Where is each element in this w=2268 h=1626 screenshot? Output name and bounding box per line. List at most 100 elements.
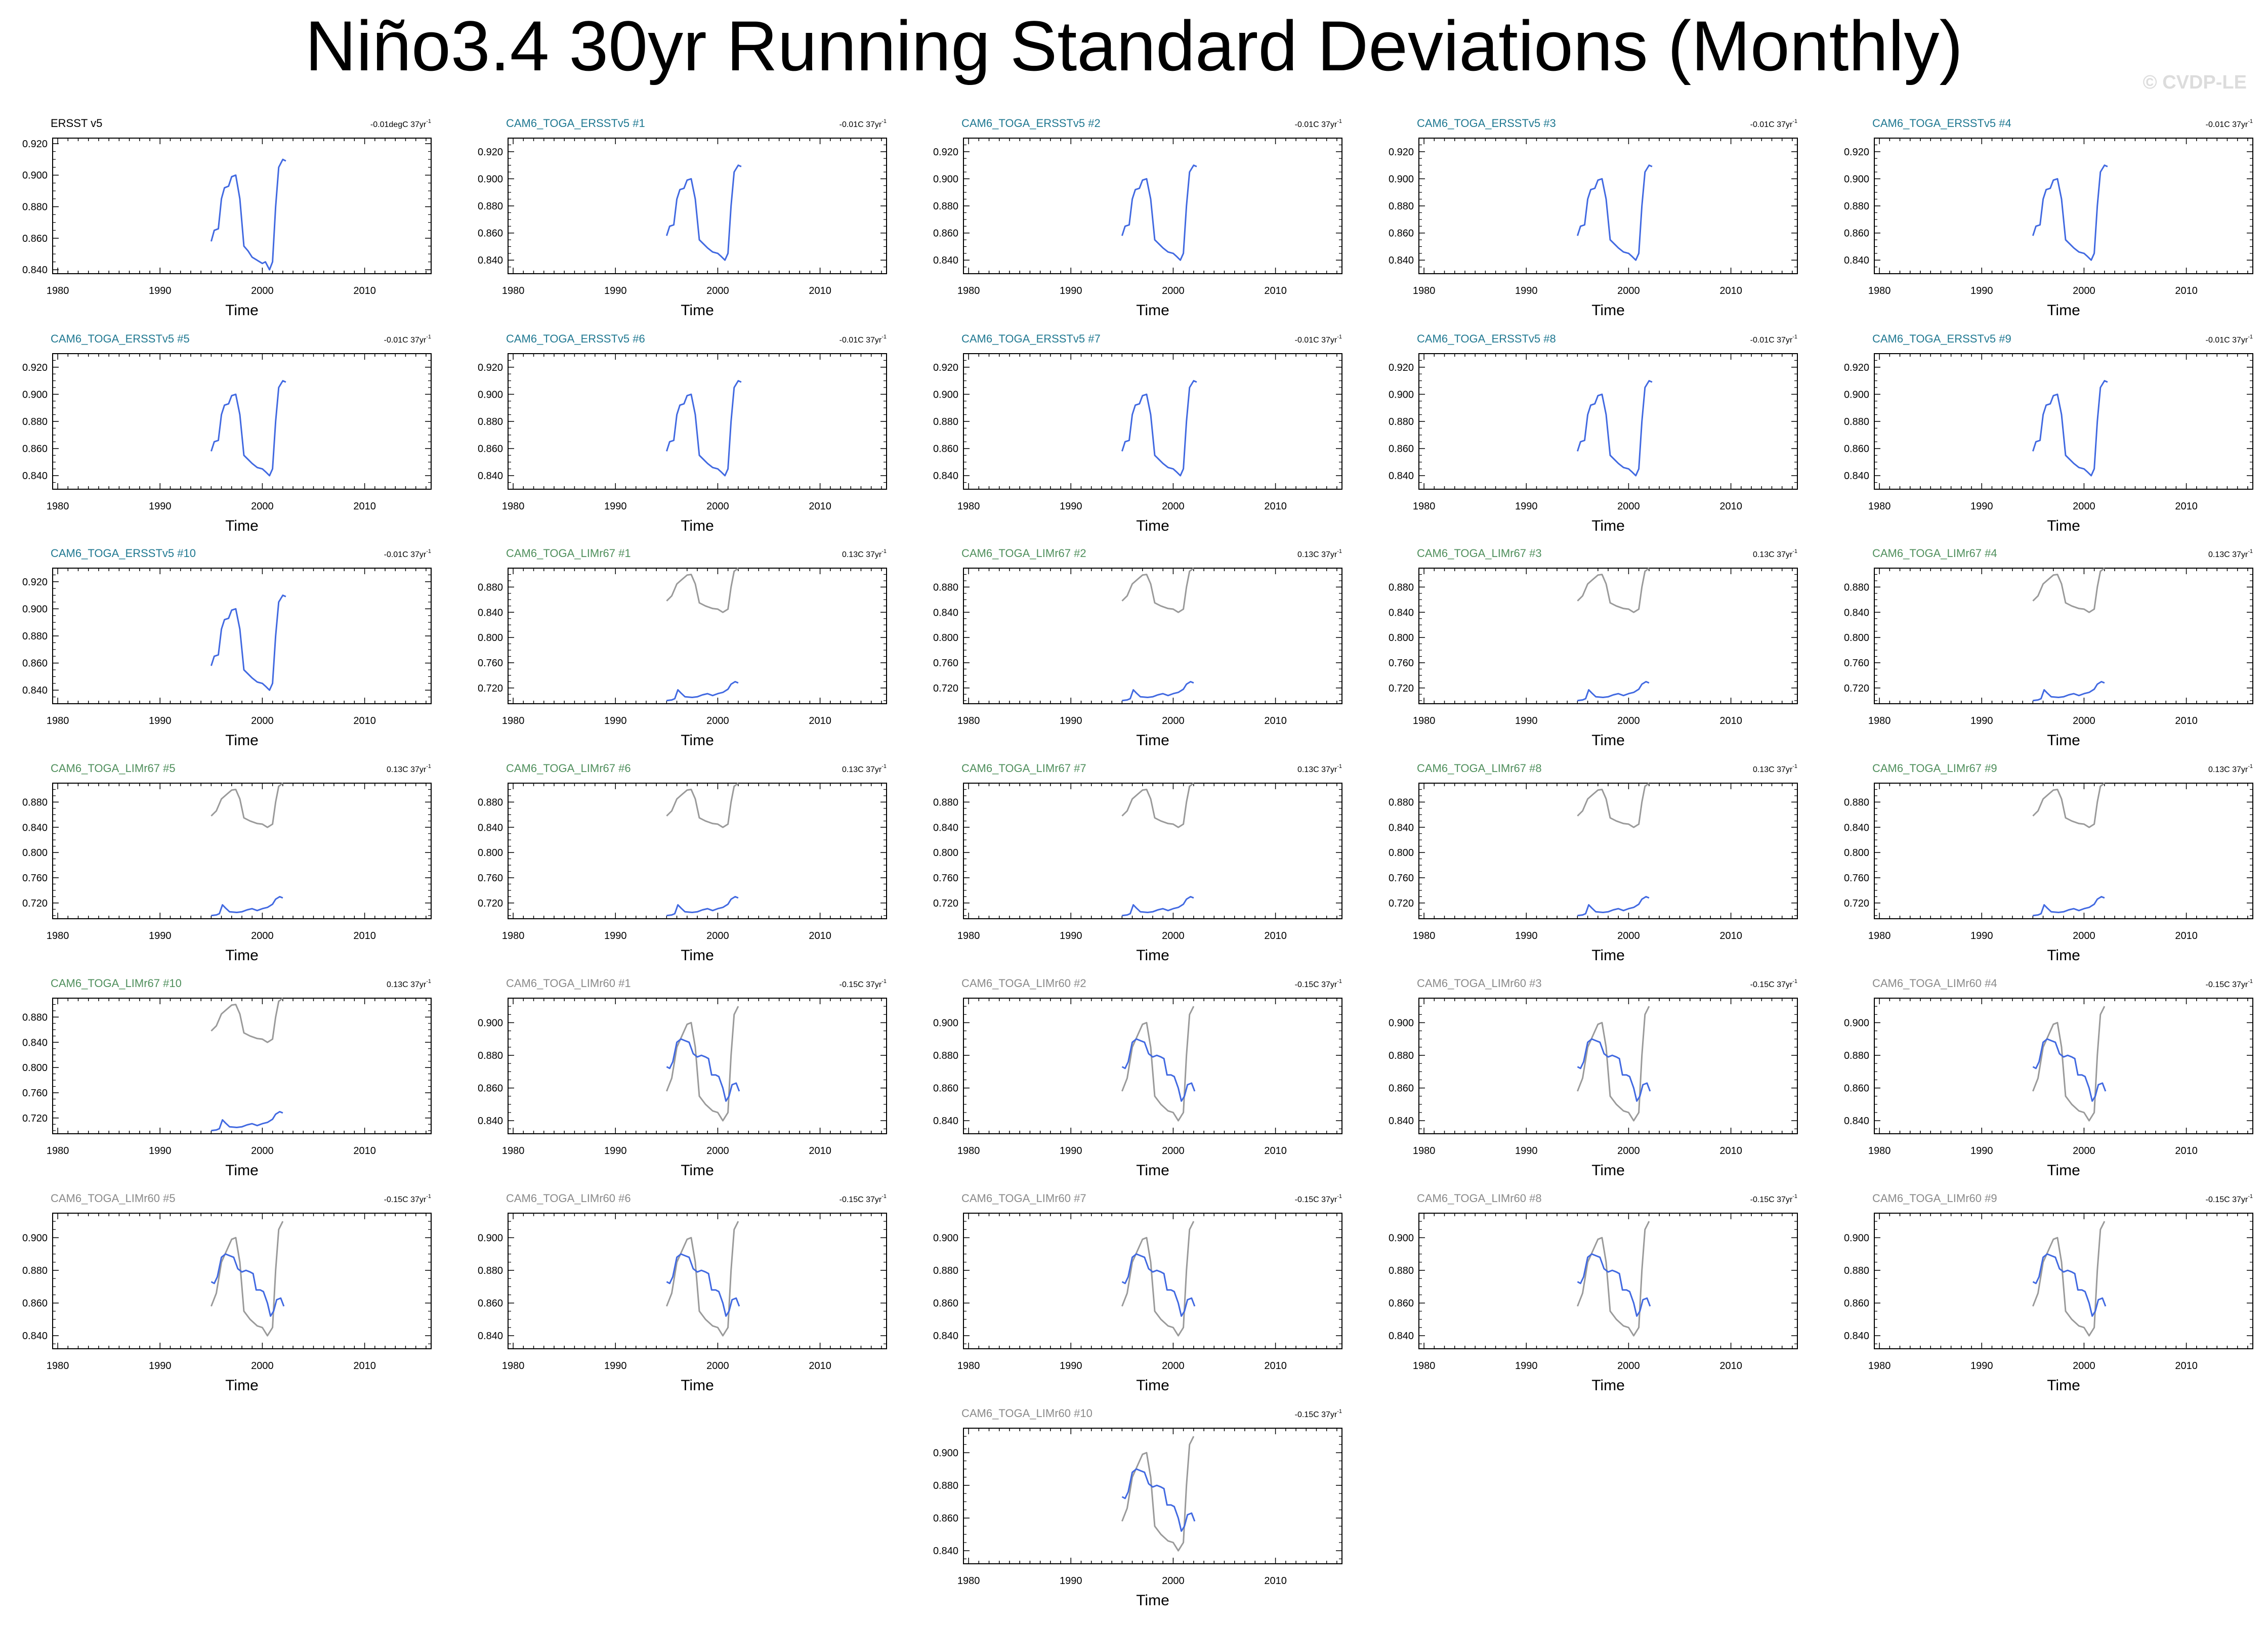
trend-text: 0.13C 37yr bbox=[387, 765, 427, 774]
x-tick-label: 2000 bbox=[2073, 501, 2095, 512]
x-tick-label: 2000 bbox=[1162, 1360, 1185, 1372]
series-line-model bbox=[1577, 1253, 1651, 1317]
y-tick-label: 0.800 bbox=[478, 632, 503, 644]
x-tick-label: 1990 bbox=[1970, 285, 1993, 296]
trend-text: -0.01C 37yr bbox=[1295, 336, 1337, 345]
y-tick-label: 0.720 bbox=[22, 1113, 48, 1124]
y-tick-label: 0.900 bbox=[1844, 389, 1869, 400]
y-tick-label: 0.920 bbox=[933, 362, 958, 373]
y-tick-label: 0.800 bbox=[1389, 847, 1414, 859]
panel: CAM6_TOGA_LIMr67 #10 0.13C 37yr-1 1980 1990… bbox=[22, 977, 432, 1179]
x-tick-label: 1990 bbox=[149, 1360, 172, 1372]
plot-frame bbox=[1874, 353, 2253, 490]
trend-exponent: -1 bbox=[2248, 334, 2253, 340]
x-tick-label: 1990 bbox=[1060, 1360, 1082, 1372]
x-tick-label: 2010 bbox=[809, 930, 831, 942]
series-line-model bbox=[1121, 380, 1197, 477]
trend-text: -0.01C 37yr bbox=[1750, 336, 1793, 345]
x-tick-label: 2010 bbox=[1264, 715, 1287, 726]
x-tick-label: 2000 bbox=[2073, 715, 2095, 726]
x-tick-label: 2010 bbox=[353, 285, 376, 296]
y-tick-label: 0.840 bbox=[933, 607, 958, 618]
x-tick-label: 1990 bbox=[1060, 285, 1082, 296]
plot-frame bbox=[52, 138, 432, 274]
trend-text: 0.13C 37yr bbox=[1297, 765, 1337, 774]
x-axis-label: Time bbox=[1136, 732, 1169, 749]
y-tick-label: 0.920 bbox=[1389, 147, 1414, 158]
x-tick-label: 2010 bbox=[1264, 930, 1287, 942]
y-tick-label: 0.840 bbox=[22, 1037, 48, 1048]
series-line-observed bbox=[1577, 567, 1650, 613]
y-tick-label: 0.840 bbox=[1844, 1331, 1869, 1342]
trend-label: -0.01C 37yr-1 bbox=[1295, 118, 1342, 129]
y-tick-label: 0.720 bbox=[1844, 898, 1869, 909]
x-axis-label: Time bbox=[1136, 947, 1169, 964]
x-tick-label: 2010 bbox=[353, 930, 376, 942]
y-tick-label: 0.800 bbox=[933, 632, 958, 644]
panel: CAM6_TOGA_ERSSTv5 #10 -0.01C 37yr-1 1980 19… bbox=[22, 547, 432, 749]
panel-title: CAM6_TOGA_ERSSTv5 #1 bbox=[506, 117, 645, 130]
y-tick-label: 0.860 bbox=[1389, 228, 1414, 239]
y-tick-label: 0.860 bbox=[1844, 1298, 1869, 1309]
y-tick-label: 0.840 bbox=[1389, 255, 1414, 266]
x-tick-label: 2000 bbox=[706, 1360, 729, 1372]
panel: CAM6_TOGA_LIMr60 #1 -0.15C 37yr-1 1980 1990… bbox=[478, 977, 887, 1179]
trend-label: 0.13C 37yr-1 bbox=[1297, 548, 1342, 559]
trend-label: -0.01degC 37yr-1 bbox=[370, 118, 431, 129]
panel-title: CAM6_TOGA_LIMr60 #2 bbox=[961, 977, 1086, 990]
trend-exponent: -1 bbox=[881, 978, 887, 985]
y-tick-label: 0.880 bbox=[478, 1265, 503, 1276]
series-line-model bbox=[211, 1110, 283, 1132]
panel-title: CAM6_TOGA_LIMr67 #4 bbox=[1872, 547, 1997, 560]
y-tick-label: 0.880 bbox=[22, 1265, 48, 1276]
trend-label: 0.13C 37yr-1 bbox=[2208, 548, 2253, 559]
series-line-model bbox=[666, 1038, 740, 1102]
x-tick-label: 1990 bbox=[1515, 1145, 1538, 1157]
x-tick-label: 2000 bbox=[1617, 930, 1640, 942]
panel-title: CAM6_TOGA_ERSSTv5 #2 bbox=[961, 117, 1101, 130]
trend-label: -0.01C 37yr-1 bbox=[1750, 334, 1797, 345]
x-axis-label: Time bbox=[1591, 947, 1625, 964]
series-line-model bbox=[1121, 1253, 1196, 1317]
trend-label: -0.01C 37yr-1 bbox=[1295, 334, 1342, 345]
trend-text: -0.15C 37yr bbox=[1295, 1410, 1337, 1419]
series-line-model bbox=[666, 895, 739, 917]
trend-text: -0.15C 37yr bbox=[1295, 1195, 1337, 1204]
y-tick-label: 0.760 bbox=[1844, 873, 1869, 884]
trend-exponent: -1 bbox=[2248, 1193, 2253, 1200]
series-line-model bbox=[1577, 1038, 1651, 1102]
x-tick-label: 1980 bbox=[1868, 1145, 1891, 1157]
trend-text: -0.15C 37yr bbox=[2206, 980, 2248, 989]
panel: CAM6_TOGA_LIMr67 #9 0.13C 37yr-1 1980 1990 2… bbox=[1844, 762, 2253, 964]
y-tick-label: 0.860 bbox=[1844, 228, 1869, 239]
panel: CAM6_TOGA_ERSSTv5 #2 -0.01C 37yr-1 1980 199… bbox=[933, 117, 1342, 319]
panel: CAM6_TOGA_ERSSTv5 #1 -0.01C 37yr-1 1980 199… bbox=[478, 117, 887, 319]
plot-frame bbox=[508, 138, 887, 274]
y-tick-label: 0.900 bbox=[478, 174, 503, 185]
trend-exponent: -1 bbox=[1337, 763, 1342, 769]
trend-label: -0.01C 37yr-1 bbox=[2206, 118, 2253, 129]
series-line-observed bbox=[1577, 1006, 1650, 1122]
x-tick-label: 1980 bbox=[502, 285, 525, 296]
x-tick-label: 2010 bbox=[809, 715, 831, 726]
y-tick-label: 0.880 bbox=[1844, 1265, 1869, 1276]
figure-title: Niño3.4 30yr Running Standard Deviations… bbox=[305, 6, 1963, 85]
x-tick-label: 1990 bbox=[604, 715, 627, 726]
y-tick-label: 0.840 bbox=[22, 265, 48, 276]
series-line-observed bbox=[1121, 1006, 1195, 1122]
panel-title: CAM6_TOGA_LIMr60 #7 bbox=[961, 1192, 1086, 1205]
series-line-observed bbox=[2032, 1221, 2106, 1337]
trend-text: 0.13C 37yr bbox=[2208, 550, 2248, 559]
x-tick-label: 1980 bbox=[502, 715, 525, 726]
plot-frame bbox=[1874, 568, 2253, 704]
trend-exponent: -1 bbox=[2248, 763, 2253, 769]
y-tick-label: 0.760 bbox=[933, 873, 958, 884]
x-tick-label: 1990 bbox=[149, 285, 172, 296]
y-tick-label: 0.920 bbox=[933, 147, 958, 158]
series-line-model bbox=[2032, 380, 2108, 477]
trend-label: 0.13C 37yr-1 bbox=[1753, 763, 1797, 774]
panel-title: CAM6_TOGA_LIMr67 #6 bbox=[506, 762, 631, 775]
y-tick-label: 0.860 bbox=[933, 1513, 958, 1524]
x-axis-label: Time bbox=[225, 518, 259, 534]
x-tick-label: 1980 bbox=[502, 1145, 525, 1157]
